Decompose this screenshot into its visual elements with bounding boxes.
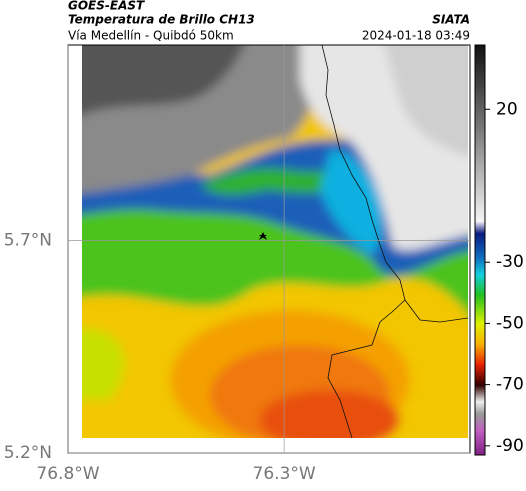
colorbar-tick-label: 20 bbox=[496, 99, 518, 119]
colorbar-tick-label: -90 bbox=[496, 436, 524, 456]
product: Temperatura de Brillo CH13 bbox=[68, 13, 255, 27]
colorbar-tick-label: -50 bbox=[496, 313, 524, 333]
x-tick-label: 76.3°W bbox=[253, 464, 316, 484]
datetime: 2024-01-18 03:49 bbox=[362, 29, 470, 43]
satellite-image bbox=[82, 45, 468, 438]
y-tick-label: 5.7°N bbox=[4, 231, 52, 251]
colorbar bbox=[474, 44, 486, 456]
y-tick-label: 5.2°N bbox=[4, 443, 52, 463]
colorbar-tick-label: -70 bbox=[496, 375, 524, 395]
x-tick-label: 76.8°W bbox=[36, 464, 99, 484]
route: Vía Medellín - Quibdó 50km bbox=[68, 29, 234, 43]
source: SIATA bbox=[432, 13, 470, 27]
satellite: GOES-EAST bbox=[68, 0, 145, 13]
colorbar-tick-label: -30 bbox=[496, 252, 524, 272]
